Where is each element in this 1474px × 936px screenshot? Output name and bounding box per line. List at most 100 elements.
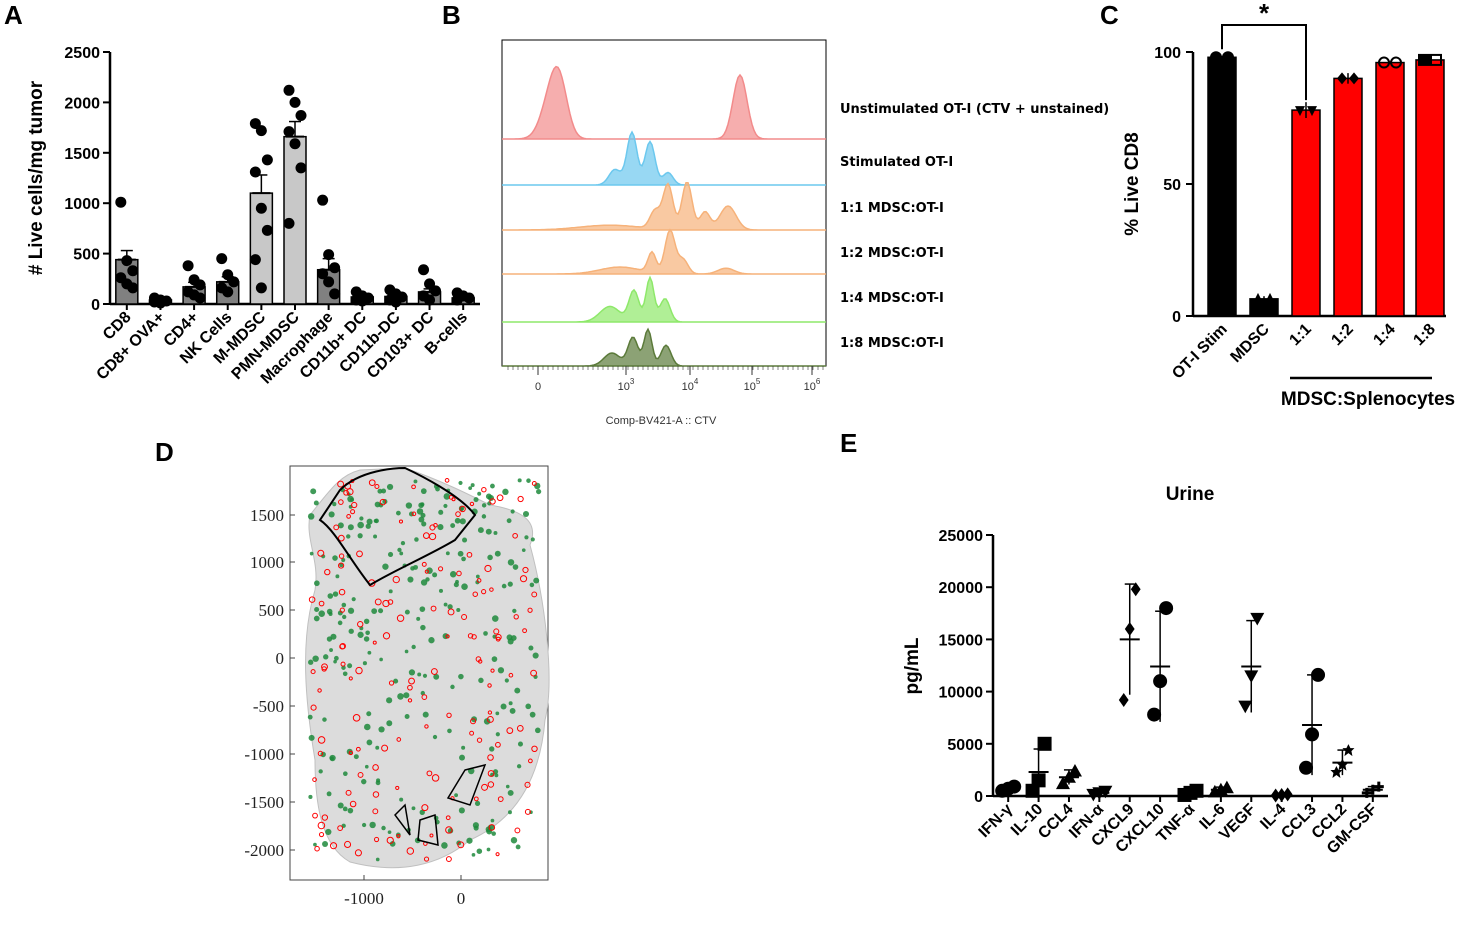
c-ytick-label: 0 [1172, 309, 1181, 326]
d-red-cell [469, 730, 475, 736]
d-red-cell [466, 551, 473, 558]
e-data-point [1037, 736, 1052, 751]
d-green-cell [362, 661, 367, 666]
d-red-cell [493, 628, 500, 635]
e-data-point [1330, 765, 1343, 778]
d-green-cell [335, 574, 340, 579]
d-red-cell [481, 589, 487, 595]
d-green-cell [307, 714, 313, 720]
d-red-cell [345, 789, 352, 796]
a-data-point [329, 262, 341, 274]
d-red-cell [431, 774, 440, 782]
d-red-cell [489, 587, 494, 592]
a-data-point [356, 295, 368, 307]
d-green-cell [521, 548, 526, 553]
b-series-label: 1:8 MDSC:OT-I [840, 336, 944, 351]
d-green-cell [494, 550, 501, 557]
d-green-cell [507, 581, 513, 587]
d-red-cell [317, 736, 326, 744]
panel-label-b: B [442, 0, 461, 30]
e-data-point [1130, 582, 1141, 597]
e-data-point [1118, 692, 1129, 707]
d-green-cell [313, 615, 320, 622]
d-green-cell [487, 554, 493, 561]
d-red-cell [423, 856, 430, 862]
d-green-cell [386, 483, 394, 491]
d-red-cell [338, 553, 345, 559]
a-data-point [418, 264, 430, 276]
a-data-point [390, 296, 402, 308]
d-green-cell [325, 828, 332, 836]
d-green-cell [449, 571, 457, 578]
b-series-label: 1:4 MDSC:OT-I [840, 291, 944, 306]
d-green-cell [458, 807, 465, 814]
d-green-cell [387, 830, 392, 835]
d-green-cell [378, 502, 384, 508]
d-red-cell [368, 479, 376, 487]
d-green-cell [361, 778, 367, 785]
d-green-cell [375, 780, 381, 786]
e-ytick-label: 10000 [939, 685, 984, 702]
a-data-point [283, 84, 295, 96]
d-red-cell [445, 826, 453, 834]
d-ytick-label: 1000 [250, 553, 284, 572]
a-data-point [317, 268, 329, 280]
e-data-point [1067, 763, 1082, 777]
b-histogram-track [502, 327, 826, 367]
d-red-cell [346, 514, 351, 519]
d-red-cell [527, 607, 533, 613]
c-ytick-label: 100 [1154, 45, 1181, 62]
d-red-cell [522, 566, 529, 574]
d-green-cell [461, 583, 468, 590]
d-red-cell [438, 566, 444, 572]
d-green-cell [371, 608, 378, 615]
a-data-point [430, 285, 442, 297]
d-red-cell [424, 569, 429, 574]
d-green-cell [507, 810, 512, 815]
d-red-cell [372, 764, 379, 771]
c-category-label: OT-I Stim [1169, 321, 1231, 383]
d-red-cell [495, 636, 501, 642]
d-green-cell [346, 534, 351, 539]
e-data-point [1007, 779, 1022, 794]
d-green-cell [476, 848, 483, 854]
d-red-cell [445, 634, 450, 639]
b-series-label: Unstimulated OT-I (CTV + unstained) [840, 102, 1109, 117]
d-red-cell [398, 519, 404, 524]
d-red-cell [430, 605, 437, 612]
d-green-cell [314, 580, 320, 587]
d-green-cell [378, 726, 385, 733]
e-data-point [1336, 758, 1349, 771]
d-green-cell [443, 493, 451, 500]
a-data-point [451, 294, 463, 306]
d-green-cell [365, 523, 371, 529]
e-data-point [1276, 787, 1287, 802]
d-green-cell [474, 800, 481, 807]
d-green-cell [373, 534, 378, 539]
c-data-point [1378, 56, 1390, 69]
a-data-point [323, 276, 335, 288]
d-red-cell [314, 845, 320, 852]
d-green-cell [347, 807, 354, 814]
d-red-cell [530, 669, 538, 677]
e-ytick-label: 25000 [939, 528, 984, 545]
d-green-cell [414, 537, 419, 542]
d-green-cell [408, 669, 416, 676]
d-green-cell [417, 672, 422, 677]
d-green-cell [388, 589, 393, 594]
d-green-cell [363, 618, 370, 625]
d-red-cell [343, 489, 349, 496]
d-green-cell [351, 597, 356, 602]
d-green-cell [341, 602, 347, 608]
d-red-cell [379, 498, 387, 506]
d-green-cell [533, 577, 540, 584]
d-region-outline [318, 466, 477, 587]
d-green-cell [320, 751, 326, 758]
b-xtick-label: 103 [618, 377, 635, 393]
d-green-cell [313, 842, 317, 847]
d-green-cell [347, 524, 354, 531]
e-ytick-label: 20000 [939, 580, 984, 597]
d-green-cell [504, 678, 509, 683]
e-data-point [1361, 787, 1372, 798]
